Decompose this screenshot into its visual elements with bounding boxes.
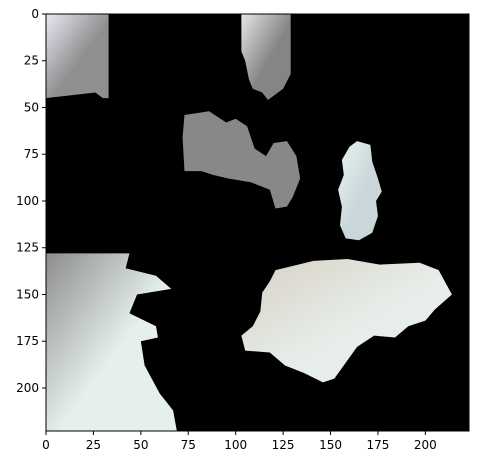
x-tick-label: 100: [224, 438, 247, 452]
axes-frame: [45, 13, 470, 432]
right-upper-blob: [338, 141, 382, 241]
y-tick-label: 75: [24, 147, 39, 161]
x-tick-label: 200: [414, 438, 437, 452]
image-regions: [46, 14, 452, 431]
y-tick-label: 25: [24, 54, 39, 68]
y-tick-label: 100: [16, 194, 39, 208]
x-tick-label: 175: [366, 438, 389, 452]
x-axis-ticks: 0 25 50 75 100 125 150 175 200: [42, 431, 437, 452]
bottom-right-blob: [241, 258, 452, 383]
top-middle-patch: [241, 14, 291, 101]
y-tick-label: 125: [16, 241, 39, 255]
x-tick-label: 0: [42, 438, 50, 452]
top-left-patch: [46, 14, 109, 99]
x-tick-label: 150: [319, 438, 342, 452]
y-tick-label: 200: [16, 381, 39, 395]
center-gray-blob: [182, 111, 301, 209]
x-tick-label: 125: [272, 438, 295, 452]
y-axis-ticks: 0 25 50 75 100 125 150 175 200: [16, 7, 46, 395]
x-tick-label: 75: [181, 438, 196, 452]
y-tick-label: 50: [24, 100, 39, 114]
bottom-left-patch: [46, 253, 177, 431]
y-tick-label: 175: [16, 334, 39, 348]
x-tick-label: 25: [86, 438, 101, 452]
y-tick-label: 150: [16, 287, 39, 301]
y-tick-label: 0: [31, 7, 39, 21]
x-tick-label: 50: [133, 438, 148, 452]
axes: 0 25 50 75 100 125 150 175 200 0 25 50 75 100 125 150 1…: [16, 7, 470, 452]
